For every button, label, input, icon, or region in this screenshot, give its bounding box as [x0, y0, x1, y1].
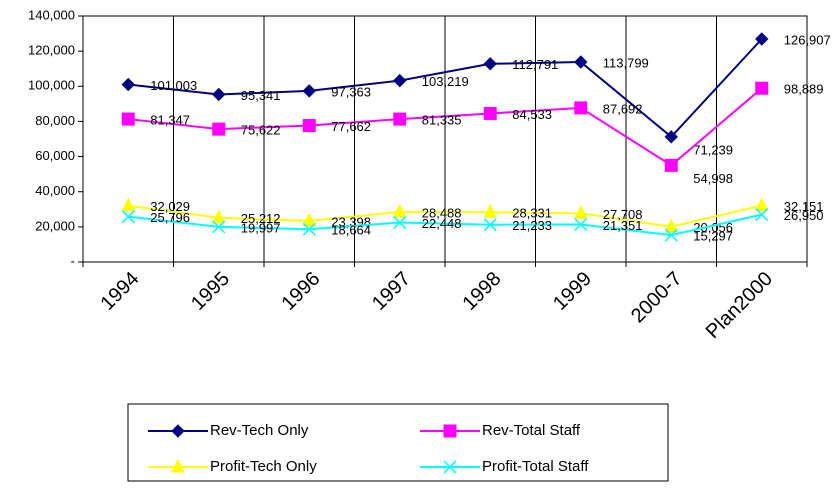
- y-tick-label: 140,000: [28, 7, 75, 22]
- data-label: 81,335: [422, 113, 462, 128]
- data-point: [754, 197, 769, 212]
- data-point: [755, 208, 769, 222]
- data-label: 28,488: [422, 205, 462, 220]
- legend-label: Profit-Tech Only: [210, 458, 317, 475]
- data-label: 25,796: [150, 210, 190, 225]
- data-point: [755, 81, 769, 95]
- x-tick-label: 1996: [277, 268, 324, 315]
- y-tick-label: 100,000: [28, 78, 75, 93]
- data-label: 97,363: [331, 84, 371, 99]
- data-point: [483, 106, 497, 120]
- series-line: [128, 38, 763, 139]
- data-label: 54,998: [693, 171, 733, 186]
- data-label: 22,448: [422, 216, 462, 231]
- data-label: 101,003: [150, 78, 197, 93]
- data-label: 95,341: [241, 88, 281, 103]
- x-tick-label: 1998: [458, 268, 505, 315]
- legend-marker: [443, 424, 457, 438]
- data-point: [393, 216, 407, 230]
- x-tick-label: Plan2000: [702, 268, 777, 343]
- legend-label: Rev-Total Staff: [482, 422, 581, 439]
- data-label: 84,533: [512, 107, 552, 122]
- data-point: [302, 222, 316, 236]
- data-point: [574, 217, 588, 232]
- series-line: [128, 87, 763, 167]
- data-point: [212, 87, 226, 102]
- legend-marker: [171, 458, 185, 473]
- data-point: [392, 203, 407, 218]
- data-label: 126,907: [784, 32, 831, 47]
- y-tick-label: 20,000: [35, 218, 75, 233]
- data-point: [302, 212, 317, 227]
- data-point: [664, 130, 678, 144]
- data-label: 113,799: [603, 55, 649, 70]
- y-tick-label: 120,000: [28, 43, 75, 58]
- data-label: 103,219: [422, 74, 469, 89]
- legend-label: Rev-Tech Only: [210, 422, 309, 439]
- legend-label: Profit-Total Staff: [482, 458, 589, 475]
- data-point: [755, 32, 769, 46]
- data-point: [212, 220, 226, 234]
- data-point: [302, 84, 316, 98]
- data-point: [573, 205, 588, 219]
- series-line: [128, 213, 762, 237]
- data-point: [393, 112, 407, 126]
- data-label: 28,331: [512, 206, 552, 221]
- data-label: 32,029: [150, 199, 190, 214]
- data-label: 21,233: [512, 218, 552, 233]
- y-tick-label: -: [71, 253, 75, 268]
- data-point: [211, 209, 226, 224]
- data-point: [121, 112, 135, 126]
- x-tick-label: 2000-7: [627, 268, 687, 328]
- data-label: 75,622: [241, 123, 281, 138]
- data-label: 25,212: [241, 211, 281, 226]
- x-tick-label: 1997: [368, 268, 415, 315]
- data-point: [664, 218, 679, 233]
- data-point: [664, 158, 678, 172]
- y-tick-label: 40,000: [35, 183, 75, 198]
- data-label: 15,297: [693, 229, 733, 244]
- data-label: 71,239: [693, 142, 733, 157]
- data-label: 21,351: [603, 218, 643, 233]
- series-line: [128, 204, 762, 228]
- data-label: 19,997: [241, 220, 281, 235]
- data-point: [483, 57, 497, 71]
- y-tick-label: 60,000: [35, 148, 75, 163]
- data-label: 18,664: [331, 223, 371, 238]
- data-label: 26,950: [784, 208, 824, 223]
- data-point: [121, 77, 135, 92]
- data-label: 77,662: [331, 119, 371, 134]
- data-point: [574, 101, 588, 115]
- data-point: [483, 218, 497, 232]
- x-tick-label: 1995: [187, 268, 234, 315]
- legend-marker: [443, 460, 457, 474]
- data-label: 27,708: [603, 207, 643, 222]
- data-label: 112,791: [512, 57, 558, 72]
- data-label: 98,889: [784, 82, 824, 97]
- legend-box: [127, 403, 669, 482]
- data-point: [121, 197, 136, 212]
- legend-marker: [171, 424, 185, 438]
- data-point: [483, 204, 498, 218]
- x-tick-label: 1999: [549, 268, 596, 315]
- data-point: [664, 228, 678, 242]
- data-point: [393, 73, 407, 88]
- data-label: 32,151: [784, 199, 824, 214]
- data-label: 87,692: [603, 101, 643, 116]
- data-label: 81,347: [150, 112, 190, 127]
- x-tick-label: 1994: [96, 268, 143, 315]
- data-point: [302, 119, 316, 133]
- data-point: [121, 210, 135, 224]
- data-point: [574, 55, 588, 69]
- y-tick-label: 80,000: [35, 113, 75, 128]
- data-point: [212, 122, 226, 136]
